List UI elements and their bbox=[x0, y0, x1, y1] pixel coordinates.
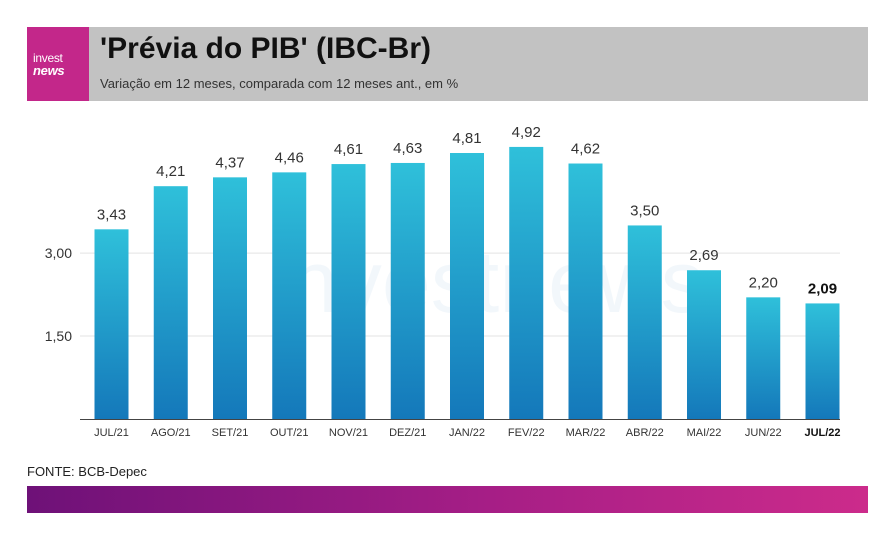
bar-value-label: 4,61 bbox=[334, 141, 363, 158]
chart-header: invest news 'Prévia do PIB' (IBC-Br) Var… bbox=[27, 27, 868, 101]
bar bbox=[213, 177, 247, 419]
bar-value-label: 4,81 bbox=[452, 130, 481, 147]
bar-value-label: 4,62 bbox=[571, 141, 600, 158]
bar bbox=[331, 164, 366, 419]
bar-value-label: 4,63 bbox=[393, 140, 422, 157]
bar-value-label: 4,92 bbox=[512, 124, 541, 141]
bar bbox=[746, 297, 781, 419]
chart-subtitle: Variação em 12 meses, comparada com 12 m… bbox=[100, 76, 459, 91]
source-note: FONTE: BCB-Depec bbox=[27, 464, 147, 479]
bar-value-label: 2,09 bbox=[808, 280, 837, 297]
x-tick-label: MAR/22 bbox=[566, 427, 606, 439]
x-tick-label: JUL/22 bbox=[804, 427, 840, 439]
bar bbox=[153, 186, 188, 419]
bar-value-label: 4,46 bbox=[275, 149, 304, 166]
footer-gradient-bar bbox=[27, 486, 868, 513]
bar bbox=[509, 146, 544, 419]
bar bbox=[627, 225, 662, 419]
bar bbox=[94, 229, 129, 419]
bar bbox=[805, 303, 840, 419]
bar bbox=[687, 270, 721, 419]
x-tick-label: JUL/21 bbox=[94, 427, 129, 439]
investnews-logo: invest news bbox=[27, 27, 89, 101]
x-tick-label: FEV/22 bbox=[508, 427, 545, 439]
bar-value-label: 3,43 bbox=[97, 206, 126, 223]
y-tick-label: 3,00 bbox=[45, 245, 72, 261]
x-tick-label: JAN/22 bbox=[449, 427, 485, 439]
logo-text-invest: invest bbox=[33, 51, 63, 65]
x-tick-label: DEZ/21 bbox=[389, 427, 426, 439]
bar-value-label: 4,37 bbox=[215, 154, 244, 171]
x-tick-label: OUT/21 bbox=[270, 427, 309, 439]
bar-value-label: 2,69 bbox=[689, 247, 718, 264]
x-tick-label: JUN/22 bbox=[745, 427, 782, 439]
y-tick-label: 1,50 bbox=[45, 328, 72, 344]
x-tick-label: NOV/21 bbox=[329, 427, 368, 439]
bar-value-label: 2,20 bbox=[749, 274, 778, 291]
x-tick-label: ABR/22 bbox=[626, 427, 664, 439]
bar bbox=[450, 153, 484, 419]
bar-value-label: 4,21 bbox=[156, 163, 185, 180]
bar-value-label: 3,50 bbox=[630, 202, 659, 219]
x-tick-label: SET/21 bbox=[212, 427, 249, 439]
chart-title: 'Prévia do PIB' (IBC-Br) bbox=[100, 32, 431, 65]
bar bbox=[568, 163, 603, 419]
bar bbox=[272, 172, 307, 419]
bar bbox=[390, 162, 425, 419]
x-tick-label: MAI/22 bbox=[687, 427, 722, 439]
logo-text-news: news bbox=[33, 63, 65, 78]
x-tick-label: AGO/21 bbox=[151, 427, 191, 439]
